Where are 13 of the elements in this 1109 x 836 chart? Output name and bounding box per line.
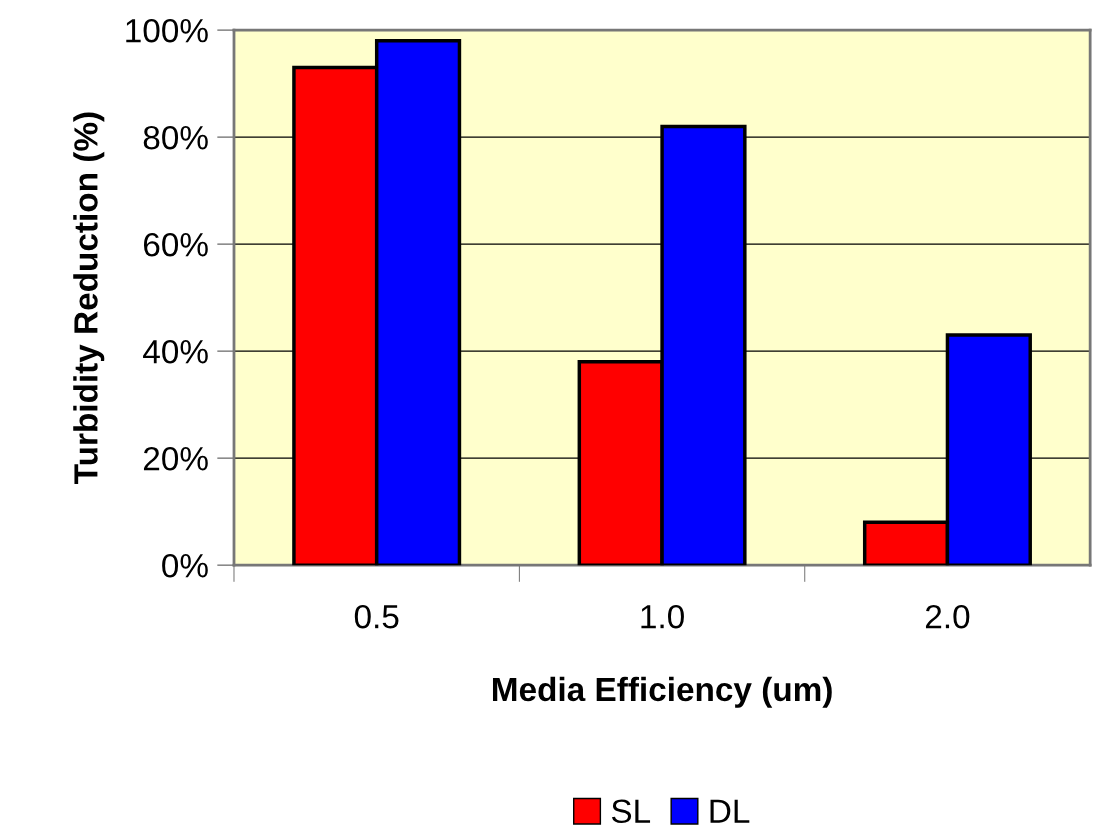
y-tick-label: 40% (143, 339, 208, 364)
y-tick-label: 100% (126, 18, 208, 43)
x-tick-label: 1.0 (641, 604, 684, 629)
x-tick-label: 0.5 (354, 604, 399, 629)
legend-label: DL (710, 799, 750, 823)
x-axis-title: Media Efficiency (um) (492, 676, 832, 708)
y-tick-label: 60% (143, 232, 208, 257)
legend-label: SL (611, 799, 651, 824)
y-tick-label: 20% (143, 446, 208, 471)
y-tick-label: 80% (143, 125, 208, 150)
y-tick-label: 0% (162, 553, 208, 578)
y-axis-title: Turbidity Reduction (%) (73, 112, 105, 484)
x-tick-label: 2.0 (925, 604, 970, 629)
